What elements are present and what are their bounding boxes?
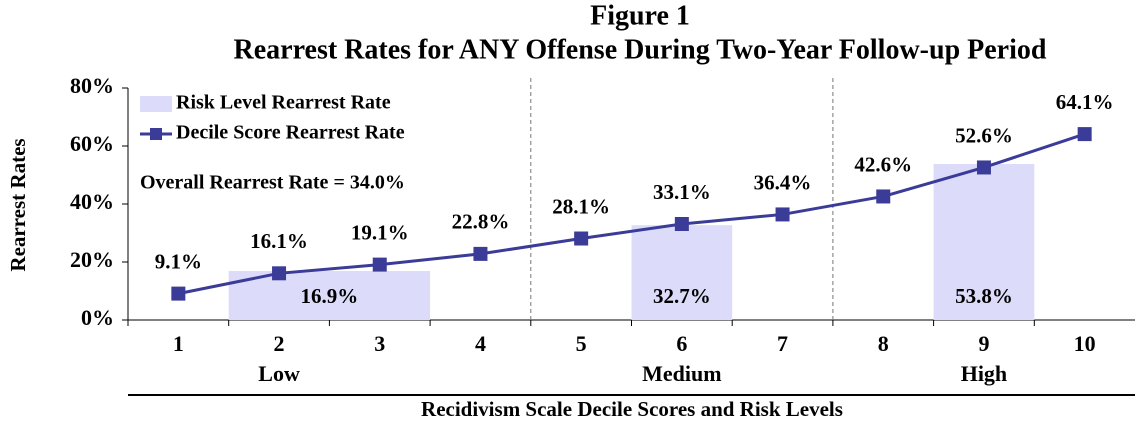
y-tick-label: 20%	[70, 247, 114, 272]
group-label: Medium	[642, 361, 721, 386]
decile-point	[674, 217, 689, 232]
x-tick-label: 10	[1074, 331, 1096, 356]
chart-title: Figure 1	[590, 0, 690, 31]
decile-point	[473, 246, 488, 261]
bar-value-label: 32.7%	[653, 284, 711, 308]
decile-line	[178, 132, 1086, 296]
decile-point	[171, 286, 186, 301]
x-tick-label: 8	[878, 331, 889, 356]
line-value-label: 16.1%	[250, 229, 308, 253]
legend-swatch	[140, 96, 172, 112]
x-tick-label: 2	[274, 331, 285, 356]
group-label: Low	[258, 361, 300, 386]
line-value-label: 33.1%	[653, 180, 711, 204]
y-tick-label: 80%	[70, 73, 114, 98]
x-tick-label: 7	[777, 331, 788, 356]
legend-label: Decile Score Rearrest Rate	[176, 122, 405, 144]
chart-subtitle: Rearrest Rates for ANY Offense During Tw…	[234, 34, 1047, 65]
x-axis-label: Recidivism Scale Decile Scores and Risk …	[421, 397, 843, 421]
y-tick-label: 0%	[81, 305, 114, 330]
line-value-label: 19.1%	[351, 220, 409, 244]
decile-point	[272, 266, 287, 281]
y-axis-label: Rearrest Rates	[6, 138, 30, 271]
legend-label: Risk Level Rearrest Rate	[176, 92, 391, 114]
decile-point	[372, 257, 387, 272]
decile-point	[775, 207, 790, 222]
line-value-label: 28.1%	[552, 194, 610, 218]
line-value-label: 52.6%	[955, 123, 1013, 147]
bar-value-label: 53.8%	[955, 284, 1013, 308]
line-value-label: 36.4%	[754, 170, 812, 194]
x-tick-label: 9	[978, 331, 989, 356]
x-tick-label: 3	[374, 331, 385, 356]
x-tick-label: 6	[676, 331, 687, 356]
y-tick-label: 40%	[70, 189, 114, 214]
x-tick-label: 1	[173, 331, 184, 356]
x-tick-label: 4	[475, 331, 486, 356]
annotation: Overall Rearrest Rate = 34.0%	[140, 172, 405, 194]
y-tick-label: 60%	[70, 131, 114, 156]
risk-bar	[631, 225, 733, 320]
decile-point	[876, 189, 891, 204]
bar-value-label: 16.9%	[301, 284, 359, 308]
line-value-label: 64.1%	[1056, 90, 1114, 114]
risk-bar	[933, 163, 1035, 320]
risk-bar	[228, 270, 431, 320]
line-value-label: 9.1%	[155, 249, 202, 273]
decile-point	[976, 160, 991, 175]
group-label: High	[961, 361, 1007, 386]
line-value-label: 22.8%	[452, 210, 510, 234]
legend-marker	[150, 128, 162, 140]
x-tick-label: 5	[576, 331, 587, 356]
line-value-label: 42.6%	[854, 152, 912, 176]
decile-point	[574, 231, 589, 246]
decile-point	[1077, 127, 1092, 142]
